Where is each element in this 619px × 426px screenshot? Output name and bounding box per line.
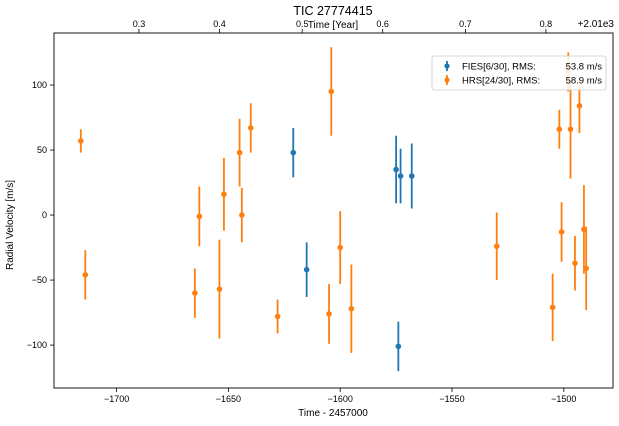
x-tick-label: −1650	[216, 394, 241, 404]
legend-series-rms: 58.9 m/s	[566, 76, 603, 87]
x-tick-label: −1500	[551, 394, 576, 404]
legend-box	[431, 55, 607, 91]
top-tick-label: 0.3	[133, 19, 146, 29]
data-point	[572, 260, 578, 266]
y-tick-label: −50	[32, 275, 47, 285]
data-point	[274, 313, 281, 320]
data-point	[82, 272, 89, 278]
data-point	[583, 265, 589, 272]
data-point	[558, 229, 565, 235]
legend-series-rms: 53.8 m/s	[566, 62, 603, 73]
data-point	[493, 243, 500, 250]
legend-series-name: FIES[6/30], RMS:	[462, 62, 536, 73]
data-point	[78, 138, 84, 144]
data-point	[556, 126, 563, 133]
data-point	[303, 266, 310, 273]
x-tick-label: −1550	[439, 394, 464, 404]
top-tick-label: 0.6	[376, 19, 389, 29]
top-tick-label: 0.4	[213, 19, 226, 29]
data-point	[567, 126, 574, 133]
data-point	[192, 290, 198, 296]
plot-area: −1700 −1650 −1600 −1550 −1500 −100 −50 0 50 100 0.…	[27, 19, 614, 404]
data-point	[337, 244, 344, 251]
legend-marker	[444, 77, 450, 83]
legend-series-name: HRS[24/30], RMS:	[462, 76, 540, 87]
data-point	[328, 88, 335, 95]
chart-title: TIC 27774415	[293, 4, 372, 18]
x-tick-label: −1700	[104, 394, 129, 404]
top-axis-offset-label: +2.01e3	[578, 19, 615, 30]
legend-marker	[444, 63, 450, 69]
data-point	[348, 305, 355, 312]
top-x-axis-label: Time [Year]	[308, 20, 359, 31]
data-point	[216, 286, 223, 292]
y-tick-label: 50	[37, 145, 47, 155]
top-tick-label: 0.5	[296, 19, 309, 29]
y-tick-label: 0	[42, 210, 47, 220]
data-point	[549, 304, 556, 311]
data-point	[290, 149, 297, 156]
data-point	[221, 191, 227, 198]
plot-frame	[53, 32, 614, 389]
x-tick-label: −1600	[328, 394, 353, 404]
x-axis-label: Time - 2457000	[298, 408, 368, 419]
data-point	[397, 173, 404, 179]
y-tick-label: 100	[32, 80, 47, 90]
data-point	[395, 343, 402, 350]
top-tick-label: 0.7	[459, 19, 472, 29]
top-tick-label: 0.8	[540, 19, 553, 29]
data-point	[247, 125, 254, 131]
y-tick-label: −100	[27, 340, 47, 350]
data-point	[239, 212, 245, 218]
data-point	[326, 311, 332, 317]
y-axis-label: Radial Velocity [m/s]	[5, 180, 16, 270]
data-point	[576, 103, 583, 109]
data-point	[393, 166, 399, 173]
data-point	[196, 213, 203, 220]
data-point	[408, 173, 415, 179]
data-point	[236, 149, 243, 156]
